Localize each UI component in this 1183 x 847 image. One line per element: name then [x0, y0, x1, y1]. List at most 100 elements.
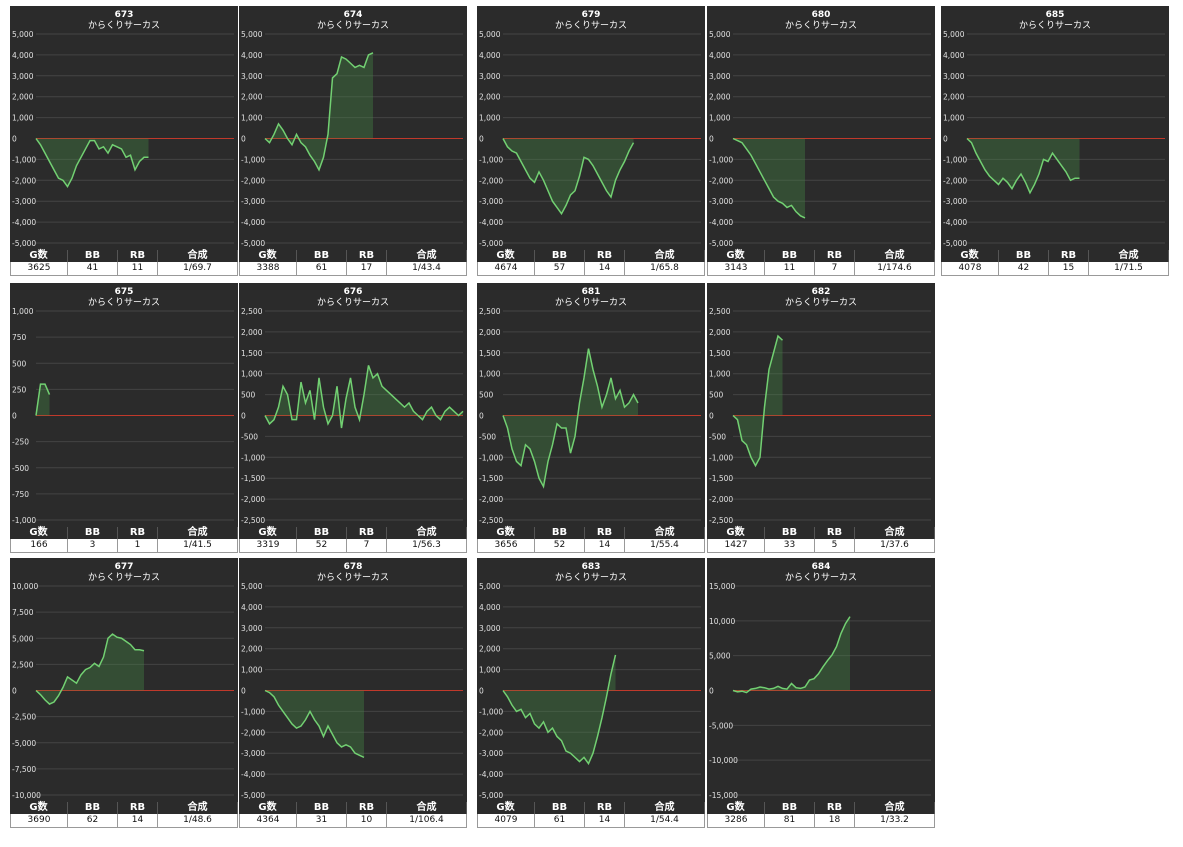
chart-subtitle: からくりサーカス: [785, 572, 857, 583]
table-cell: 1/54.4: [625, 814, 705, 828]
stats-table: G数 BB RB 合成 4674 57 14 1/65.8: [477, 250, 705, 276]
area: [36, 138, 149, 187]
y-tick-label: -10,000: [12, 791, 41, 800]
table-cell: 1/33.2: [855, 814, 935, 828]
chart-title: 681: [582, 287, 601, 297]
chart-subtitle: からくりサーカス: [88, 20, 160, 31]
chart: 5,000 4,000 3,000 2,000 1,000 0 -1,000 -2,000 -3…: [707, 6, 935, 250]
y-tick-label: -3,000: [943, 197, 967, 206]
y-tick-label: 0: [709, 412, 714, 421]
y-tick-label: -4,000: [241, 770, 265, 779]
y-tick-label: 5,000: [12, 30, 34, 39]
line: [502, 138, 635, 216]
table-cell: 7: [347, 539, 387, 553]
y-tick-label: -2,500: [241, 516, 265, 525]
y-tick-label: -2,000: [479, 728, 503, 737]
y-tick-label: 0: [241, 412, 246, 421]
y-tick-label: -5,000: [479, 239, 503, 248]
table-cell: 33: [765, 539, 815, 553]
table-header: 合成: [855, 802, 935, 814]
y-tick-label: 0: [12, 412, 17, 421]
y-tick-label: 5,000: [12, 634, 34, 643]
table-header: RB: [118, 802, 158, 814]
chart-title: 677: [115, 562, 134, 572]
chart-title: 678: [344, 562, 363, 572]
table-header: RB: [347, 250, 387, 262]
stats-table: G数 BB RB 合成 1427 33 5 1/37.6: [707, 527, 935, 553]
y-tick-label: 2,000: [709, 93, 731, 102]
y-tick-label: 3,000: [241, 624, 263, 633]
chart-subtitle: からくりサーカス: [555, 20, 627, 31]
area: [503, 654, 616, 764]
chart-title: 676: [344, 287, 363, 297]
y-tick-label: 10,000: [709, 617, 735, 626]
y-tick-label: 0: [709, 687, 714, 696]
chart-panel: 2,500 2,000 1,500 1,000 500 0 -500 -1,000 -1,500…: [239, 283, 467, 553]
y-tick-label: 5,000: [479, 30, 501, 39]
y-tick-label: 1,000: [479, 370, 501, 379]
table-cell: 62: [68, 814, 118, 828]
table-cell: 14: [585, 262, 625, 276]
y-tick-label: 0: [479, 687, 484, 696]
line: [35, 138, 149, 188]
chart-subtitle: からくりサーカス: [555, 297, 627, 308]
line: [732, 616, 851, 694]
y-tick-label: -2,000: [12, 176, 36, 185]
table-cell: 15: [1049, 262, 1089, 276]
table-cell: 1: [118, 539, 158, 553]
table-cell: 17: [347, 262, 387, 276]
line: [502, 348, 639, 489]
chart: 2,500 2,000 1,500 1,000 500 0 -500 -1,000 -1,500…: [477, 283, 705, 527]
chart: 5,000 4,000 3,000 2,000 1,000 0 -1,000 -2,000 -3…: [239, 6, 467, 250]
line: [35, 383, 51, 416]
table-header: 合成: [625, 250, 705, 262]
area: [265, 690, 364, 758]
chart-subtitle: からくりサーカス: [88, 572, 160, 583]
y-tick-label: 0: [12, 135, 17, 144]
table-cell: 3143: [707, 262, 765, 276]
stats-table: G数 BB RB 合成 4364 31 10 1/106.4: [239, 802, 467, 828]
y-tick-label: -1,000: [479, 707, 503, 716]
y-tick-label: -7,500: [12, 765, 36, 774]
y-tick-label: -1,000: [241, 453, 265, 462]
chart-title: 674: [344, 10, 363, 20]
stats-table: G数 BB RB 合成 3143 11 7 1/174.6: [707, 250, 935, 276]
area: [503, 348, 638, 487]
chart-panel: 15,000 10,000 5,000 0 -5,000 -10,000 -15,000 68…: [707, 558, 935, 828]
table-cell: 1/69.7: [158, 262, 238, 276]
table-cell: 14: [118, 814, 158, 828]
table-header: BB: [765, 802, 815, 814]
table-header: BB: [68, 802, 118, 814]
chart-title: 684: [812, 562, 831, 572]
y-tick-label: 3,000: [479, 624, 501, 633]
y-tick-label: 0: [241, 135, 246, 144]
y-tick-label: 1,000: [479, 666, 501, 675]
table-cell: 1/41.5: [158, 539, 238, 553]
table-cell: 1427: [707, 539, 765, 553]
table-header: G数: [707, 802, 765, 814]
table-header: G数: [477, 802, 535, 814]
y-tick-label: -4,000: [479, 218, 503, 227]
stats-table: G数 BB RB 合成 3388 61 17 1/43.4: [239, 250, 467, 276]
y-tick-label: 5,000: [479, 582, 501, 591]
chart-panel: 5,000 4,000 3,000 2,000 1,000 0 -1,000 -2,000 -3…: [239, 558, 467, 828]
y-tick-label: 4,000: [943, 51, 965, 60]
area: [733, 336, 783, 466]
chart-subtitle: からくりサーカス: [785, 297, 857, 308]
y-tick-label: 7,500: [12, 608, 34, 617]
chart-subtitle: からくりサーカス: [317, 572, 389, 583]
y-tick-label: 0: [479, 412, 484, 421]
chart-title: 680: [812, 10, 831, 20]
chart-panel: 5,000 4,000 3,000 2,000 1,000 0 -1,000 -2,000 -3…: [477, 6, 705, 276]
table-header: 合成: [158, 802, 238, 814]
y-tick-label: 2,000: [241, 93, 263, 102]
table-header: 合成: [387, 250, 467, 262]
table-header: RB: [347, 802, 387, 814]
y-tick-label: -2,000: [241, 728, 265, 737]
y-tick-label: 2,500: [12, 660, 34, 669]
y-tick-label: -4,000: [241, 218, 265, 227]
y-tick-label: 2,500: [479, 307, 501, 316]
table-header: BB: [535, 250, 585, 262]
y-tick-label: -3,000: [479, 197, 503, 206]
